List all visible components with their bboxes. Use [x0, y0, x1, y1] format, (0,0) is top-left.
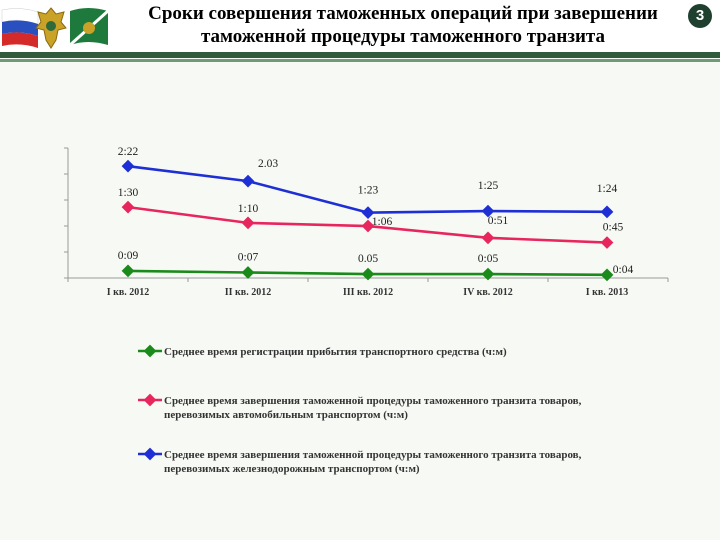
legend-marker	[143, 393, 157, 407]
data-point-marker	[241, 266, 255, 279]
data-point-marker	[361, 206, 375, 220]
data-point-marker	[600, 205, 614, 219]
data-label: 0:45	[603, 222, 624, 234]
data-point-marker	[121, 200, 135, 214]
data-point-marker	[241, 174, 255, 188]
data-point-marker	[481, 231, 495, 245]
data-label: 1:10	[238, 203, 259, 215]
data-label: 2:22	[118, 146, 139, 158]
legend-marker	[143, 447, 157, 461]
x-tick-label: II кв. 2012	[225, 287, 271, 298]
line-chart: I кв. 2012 II кв. 2012 III кв. 2012 IV кв. …	[64, 146, 669, 475]
data-point-marker	[121, 264, 135, 278]
data-point-marker	[481, 267, 495, 281]
x-tick-label: III кв. 2012	[343, 287, 393, 298]
data-label: 1:23	[358, 185, 379, 197]
legend-entry-label: перевозимых железнодорожным транспортом …	[164, 463, 420, 475]
legend-entry-label: Среднее время завершения таможенной проц…	[164, 395, 582, 407]
data-point-marker	[121, 159, 135, 173]
data-point-marker	[481, 204, 495, 218]
customs-flag-icon	[70, 8, 108, 47]
double-headed-eagle-emblem-icon	[35, 7, 67, 49]
data-point-marker	[600, 268, 614, 282]
data-label: 0:09	[118, 250, 139, 262]
data-label: 1:30	[118, 187, 139, 199]
data-label: 1:06	[372, 216, 393, 228]
data-label: 2.03	[258, 158, 278, 170]
header: Сроки совершения таможенных операций при…	[0, 0, 720, 62]
legend-entry-label: Среднее время завершения таможенной проц…	[164, 449, 582, 461]
data-label: 0:04	[613, 264, 634, 276]
title-line-1: Сроки совершения таможенных операций при…	[148, 3, 658, 24]
page-title: Сроки совершения таможенных операций при…	[118, 2, 688, 48]
header-divider	[0, 52, 720, 58]
data-point-marker	[600, 236, 614, 249]
x-tick-label: IV кв. 2012	[463, 287, 513, 298]
page-number-badge: 3	[688, 4, 712, 28]
legend-marker	[143, 344, 157, 358]
data-point-marker	[361, 219, 375, 233]
header-divider-thin	[0, 59, 720, 62]
russian-flag-icon	[1, 8, 39, 48]
data-label: 1:25	[478, 180, 499, 192]
data-label: 0:07	[238, 251, 259, 263]
x-tick-label: I кв. 2013	[586, 287, 629, 298]
legend-entry-label: перевозимых автомобильным транспортом (ч…	[164, 409, 408, 421]
legend-entry-label: Среднее время регистрации прибытия транс…	[164, 346, 507, 358]
data-label: 0:05	[478, 253, 499, 265]
data-label: 0:51	[488, 215, 509, 227]
data-point-marker	[361, 267, 375, 281]
data-label: 0.05	[358, 253, 378, 265]
data-point-marker	[241, 216, 255, 230]
data-label: 1:24	[597, 183, 618, 195]
title-line-2: таможенной процедуры таможенного транзит…	[200, 26, 605, 47]
x-tick-label: I кв. 2012	[107, 287, 150, 298]
